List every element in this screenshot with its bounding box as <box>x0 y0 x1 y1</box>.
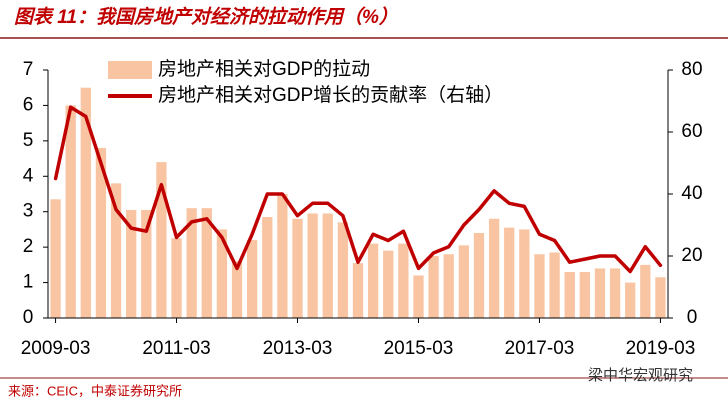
bar <box>307 213 318 318</box>
y-tick-label: 4 <box>23 165 34 186</box>
y2-tick-label: 60 <box>681 121 702 142</box>
bar <box>50 199 61 318</box>
bar <box>322 213 333 318</box>
bar <box>262 217 273 318</box>
x-tick-label: 2011-03 <box>142 338 210 359</box>
legend-label: 房地产相关对GDP增长的贡献率（右轴） <box>158 84 503 106</box>
watermark: 梁中华宏观研究 <box>588 367 693 384</box>
bar <box>534 254 545 318</box>
bar <box>95 147 107 318</box>
bar <box>216 229 228 318</box>
bar <box>549 252 560 318</box>
bar <box>231 261 243 318</box>
line <box>53 105 663 274</box>
bar <box>625 282 636 318</box>
x-tick-label: 2013-03 <box>263 338 333 359</box>
bar <box>367 243 379 318</box>
y-tick-label: 7 <box>23 59 34 80</box>
bar <box>504 227 515 318</box>
bar <box>65 105 76 318</box>
bar <box>201 208 212 318</box>
y-tick-label: 6 <box>23 94 34 115</box>
bar <box>609 268 621 318</box>
bar <box>640 264 651 318</box>
bar <box>80 87 91 318</box>
bar <box>564 271 575 318</box>
bar <box>141 209 152 318</box>
x-tick-label: 2019-03 <box>626 338 696 359</box>
bar <box>428 256 439 318</box>
y2-tick-label: 40 <box>681 183 702 204</box>
bar <box>110 183 122 318</box>
y2-tick-label: 80 <box>681 59 702 80</box>
legend-label: 房地产相关对GDP的拉动 <box>158 58 370 80</box>
bar <box>413 275 424 318</box>
bar <box>594 268 606 318</box>
y-tick-label: 0 <box>23 307 34 328</box>
bar <box>579 271 590 318</box>
bar <box>443 254 454 318</box>
x-tick-label: 2017-03 <box>505 338 575 359</box>
bar <box>458 245 469 318</box>
bar <box>171 238 182 318</box>
x-tick-label: 2015-03 <box>384 338 454 359</box>
bar <box>383 250 394 318</box>
y-tick-label: 3 <box>23 201 34 222</box>
bar <box>247 240 258 318</box>
bar <box>473 232 485 318</box>
source: 来源：CEIC，中泰证券研究所 <box>8 383 182 398</box>
bar <box>186 208 197 318</box>
bar <box>277 194 288 318</box>
y-tick-label: 5 <box>23 130 34 151</box>
bar <box>655 277 666 318</box>
bar <box>488 218 500 318</box>
legend-swatch <box>108 61 152 79</box>
x-tick-label: 2009-03 <box>21 338 91 359</box>
bar <box>337 222 349 318</box>
bar <box>519 229 530 318</box>
y-tick-label: 1 <box>23 272 34 293</box>
bar <box>126 209 137 318</box>
bar <box>398 243 409 318</box>
chart-title: 图表 11：我国房地产对经济的拉动作用（%） <box>14 6 398 28</box>
bar <box>292 218 303 318</box>
y2-tick-label: 0 <box>687 307 698 328</box>
y-tick-label: 2 <box>23 236 34 257</box>
y2-tick-label: 20 <box>681 245 702 266</box>
bar <box>156 162 167 318</box>
bar <box>352 263 364 318</box>
